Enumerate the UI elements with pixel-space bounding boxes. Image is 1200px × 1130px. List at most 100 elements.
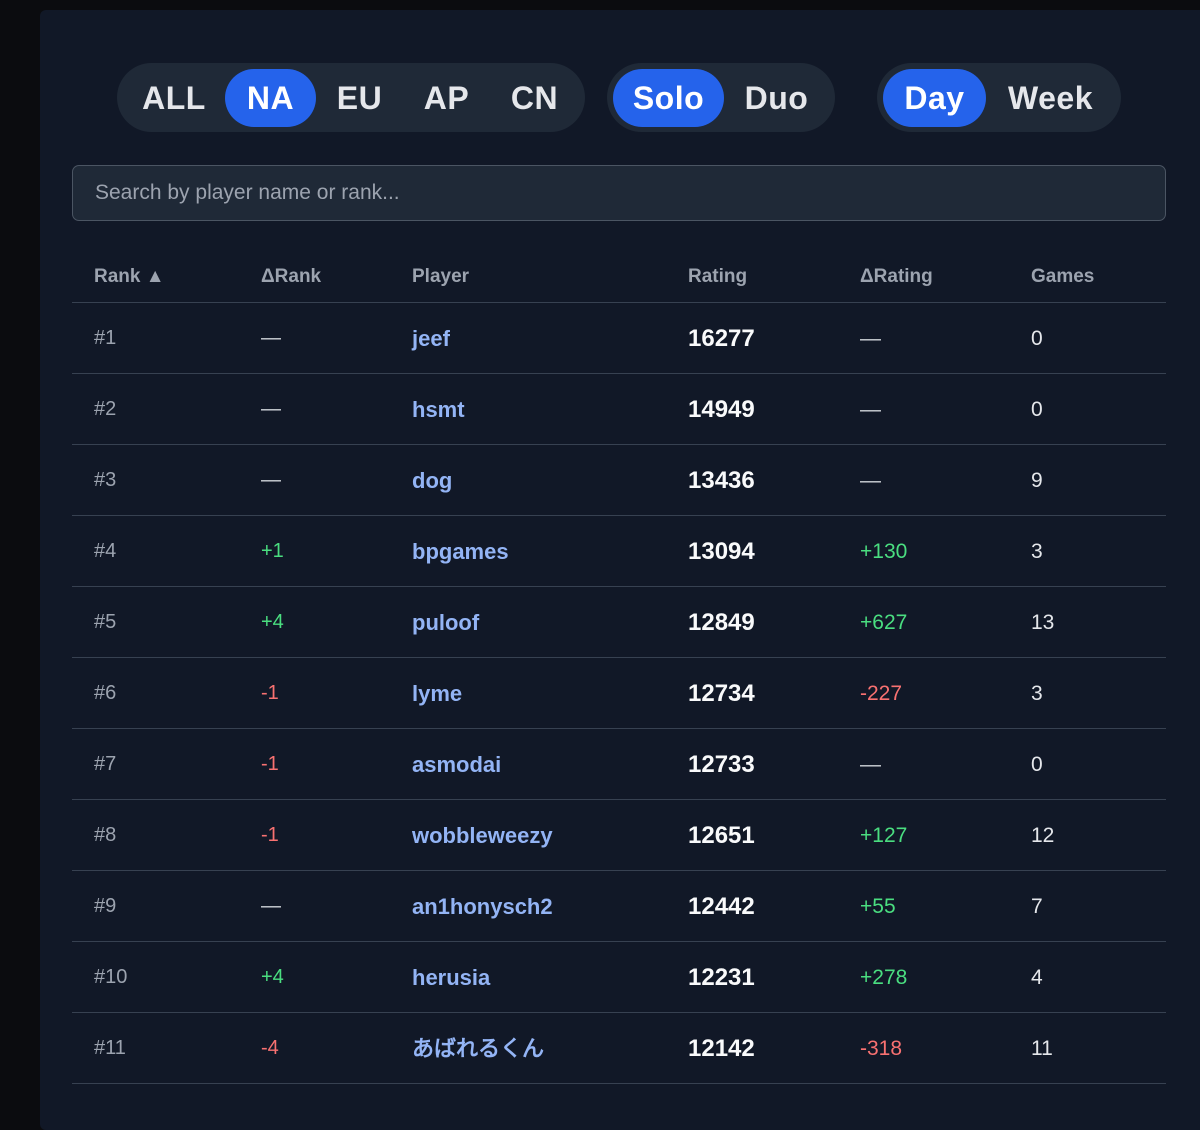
table-row: #10 +4 herusia 12231 +278 4: [72, 942, 1166, 1013]
leaderboard-table: Rank ▲ ΔRank Player Rating ΔRating Games…: [72, 245, 1166, 1084]
rating-cell: 12849: [688, 609, 755, 636]
player-name-link[interactable]: hsmt: [412, 397, 465, 422]
rating-cell: 12734: [688, 680, 755, 707]
delta-rating-cell: +627: [860, 611, 908, 634]
delta-rank-cell: -4: [261, 1037, 279, 1059]
table-row: #2 — hsmt 14949 — 0: [72, 374, 1166, 445]
mode-option-duo[interactable]: Duo: [744, 79, 809, 116]
region-option-all[interactable]: ALL: [142, 79, 206, 116]
games-cell: 0: [1031, 327, 1043, 350]
player-name-link[interactable]: dog: [412, 468, 453, 493]
column-header-games[interactable]: Games: [1031, 266, 1095, 287]
rank-cell: #3: [94, 469, 117, 491]
table-row: #6 -1 lyme 12734 -227 3: [72, 658, 1166, 729]
table-row: #5 +4 puloof 12849 +627 13: [72, 587, 1166, 658]
column-header-rating[interactable]: Rating: [688, 266, 748, 287]
table-body: #1 — jeef 16277 — 0 #2 — hsmt 14949 — 0 #3 — dog 13436 —…: [72, 303, 1166, 1084]
player-name-link[interactable]: あばれるくん: [412, 1036, 545, 1061]
mode-option-solo[interactable]: Solo: [613, 68, 724, 127]
delta-rank-cell: —: [261, 469, 281, 491]
player-name-link[interactable]: bpgames: [412, 539, 509, 564]
games-cell: 3: [1031, 540, 1043, 563]
table-row: #11 -4 あばれるくん 12142 -318 11: [72, 1013, 1166, 1084]
region-option-cn[interactable]: CN: [510, 79, 559, 116]
rating-cell: 16277: [688, 325, 755, 352]
rank-cell: #10: [94, 966, 128, 988]
games-cell: 4: [1031, 966, 1043, 989]
rating-cell: 12231: [688, 964, 755, 991]
table-row: #9 — an1honysch2 12442 +55 7: [72, 871, 1166, 942]
games-cell: 0: [1031, 398, 1043, 421]
rank-cell: #11: [94, 1037, 126, 1059]
rating-cell: 12651: [688, 822, 755, 849]
rating-cell: 12142: [688, 1035, 755, 1062]
rating-cell: 14949: [688, 396, 755, 423]
table-row: #4 +1 bpgames 13094 +130 3: [72, 516, 1166, 587]
leaderboard-panel: ALL NA EU AP CN Solo Duo Day Week Rank ▲…: [40, 10, 1200, 1130]
region-option-ap[interactable]: AP: [423, 79, 470, 116]
region-option-eu[interactable]: EU: [336, 79, 383, 116]
search-input[interactable]: [72, 165, 1166, 221]
rank-cell: #7: [94, 753, 117, 775]
table-row: #1 — jeef 16277 — 0: [72, 303, 1166, 374]
delta-rating-cell: -227: [860, 682, 903, 705]
table-row: #8 -1 wobbleweezy 12651 +127 12: [72, 800, 1166, 871]
rating-cell: 13094: [688, 538, 755, 565]
games-cell: 13: [1031, 611, 1055, 634]
delta-rating-cell: +130: [860, 540, 908, 563]
rank-cell: #4: [94, 540, 117, 562]
delta-rating-cell: +55: [860, 895, 896, 918]
delta-rating-cell: -318: [860, 1037, 903, 1060]
rank-cell: #2: [94, 398, 117, 420]
rank-cell: #6: [94, 682, 117, 704]
rank-cell: #1: [94, 327, 117, 349]
delta-rating-cell: +127: [860, 824, 908, 847]
player-name-link[interactable]: herusia: [412, 965, 491, 990]
delta-rating-cell: —: [860, 398, 881, 421]
delta-rank-cell: —: [261, 398, 281, 420]
table-row: #7 -1 asmodai 12733 — 0: [72, 729, 1166, 800]
period-filter: Day Week: [877, 63, 1121, 132]
delta-rank-cell: -1: [261, 682, 279, 704]
rank-cell: #5: [94, 611, 117, 633]
player-name-link[interactable]: jeef: [412, 326, 450, 351]
games-cell: 11: [1031, 1037, 1053, 1060]
mode-filter: Solo Duo: [607, 63, 835, 132]
period-option-week[interactable]: Week: [1007, 79, 1093, 116]
period-option-day[interactable]: Day: [883, 68, 986, 127]
table-header: Rank ▲ ΔRank Player Rating ΔRating Games: [72, 245, 1166, 303]
column-header-player[interactable]: Player: [412, 266, 470, 287]
delta-rank-cell: -1: [261, 824, 279, 846]
delta-rank-cell: +4: [261, 966, 284, 988]
delta-rank-cell: +1: [261, 540, 284, 562]
player-name-link[interactable]: asmodai: [412, 752, 502, 777]
rating-cell: 13436: [688, 467, 755, 494]
delta-rating-cell: —: [860, 327, 881, 350]
table-row: #3 — dog 13436 — 9: [72, 445, 1166, 516]
player-name-link[interactable]: wobbleweezy: [412, 823, 553, 848]
games-cell: 9: [1031, 469, 1043, 492]
rank-cell: #8: [94, 824, 117, 846]
column-header-delta-rating[interactable]: ΔRating: [860, 266, 933, 287]
rank-cell: #9: [94, 895, 117, 917]
delta-rank-cell: +4: [261, 611, 284, 633]
player-name-link[interactable]: puloof: [412, 610, 480, 635]
games-cell: 0: [1031, 753, 1043, 776]
region-option-na[interactable]: NA: [225, 68, 316, 127]
games-cell: 7: [1031, 895, 1043, 918]
delta-rank-cell: —: [261, 895, 281, 917]
delta-rating-cell: +278: [860, 966, 908, 989]
region-filter: ALL NA EU AP CN: [117, 63, 585, 132]
rating-cell: 12733: [688, 751, 755, 778]
column-header-rank[interactable]: Rank ▲: [94, 266, 165, 287]
column-header-delta-rank[interactable]: ΔRank: [261, 266, 322, 287]
games-cell: 12: [1031, 824, 1055, 847]
delta-rank-cell: —: [261, 327, 281, 349]
rating-cell: 12442: [688, 893, 755, 920]
delta-rating-cell: —: [860, 469, 881, 492]
delta-rank-cell: -1: [261, 753, 279, 775]
player-name-link[interactable]: an1honysch2: [412, 894, 553, 919]
delta-rating-cell: —: [860, 753, 881, 776]
games-cell: 3: [1031, 682, 1043, 705]
player-name-link[interactable]: lyme: [412, 681, 463, 706]
